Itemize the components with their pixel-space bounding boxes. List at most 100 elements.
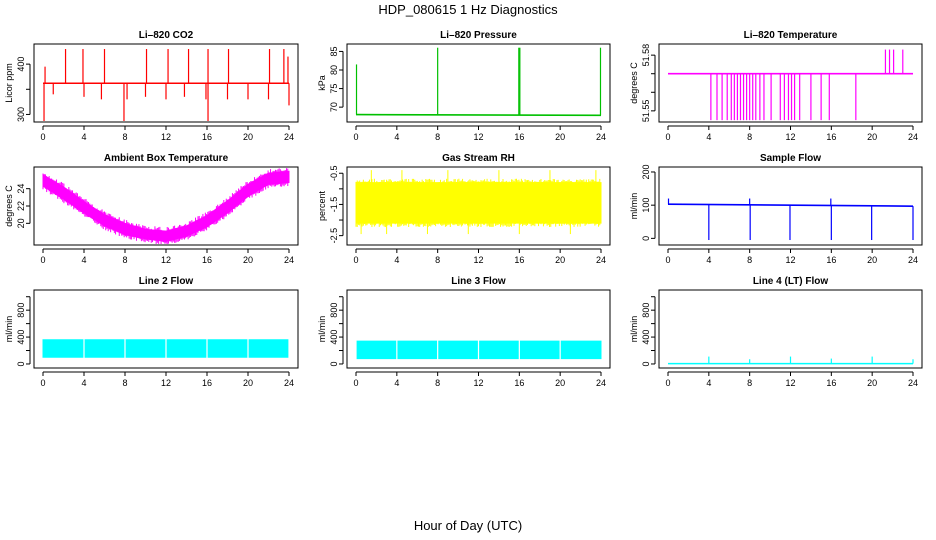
panel-title: Sample Flow xyxy=(760,153,821,164)
x-tick-label: 4 xyxy=(706,378,711,388)
x-tick-label: 0 xyxy=(665,255,670,265)
panel-title: Line 3 Flow xyxy=(451,276,506,287)
x-tick-label: 20 xyxy=(243,132,253,142)
plot-frame xyxy=(346,43,611,123)
panel-box_temp: Ambient Box Temperature 0 4 8 12 16 20 24 20 22 24… xyxy=(4,153,299,265)
x-tick-label: 24 xyxy=(284,132,294,142)
x-tick-label: 20 xyxy=(867,378,877,388)
x-tick-label: 4 xyxy=(706,132,711,142)
x-tick-label: 24 xyxy=(596,132,606,142)
x-tick-label: 12 xyxy=(161,378,171,388)
y-axis-label: degrees C xyxy=(629,62,639,104)
y-tick-label: 20 xyxy=(16,218,26,228)
y-tick-label: 400 xyxy=(641,330,651,345)
x-tick-label: 0 xyxy=(665,378,670,388)
x-axis: 0 4 8 12 16 20 24 xyxy=(665,248,918,265)
panel-pressure: Li–820 Pressure 0 4 8 12 16 20 24 70 75 80 85 kPa xyxy=(317,30,611,142)
plot-frame xyxy=(658,289,923,369)
x-tick-label: 0 xyxy=(40,255,45,265)
x-tick-label: 16 xyxy=(202,132,212,142)
y-tick-label: 300 xyxy=(16,107,26,122)
y-tick-label: 85 xyxy=(329,46,339,56)
x-tick-label: 12 xyxy=(473,132,483,142)
x-tick-label: 4 xyxy=(394,132,399,142)
panel-title: Li–820 Pressure xyxy=(440,30,517,41)
x-axis-title: Hour of Day (UTC) xyxy=(413,518,523,533)
x-axis: 0 4 8 12 16 20 24 xyxy=(353,125,606,142)
x-tick-label: 8 xyxy=(747,255,752,265)
y-axis-label: ml/min xyxy=(629,316,639,343)
x-axis: 0 4 8 12 16 20 24 xyxy=(40,371,294,388)
x-tick-label: 8 xyxy=(122,255,127,265)
x-tick-label: 16 xyxy=(202,378,212,388)
y-axis: 70 75 80 85 kPa xyxy=(317,46,344,112)
y-tick-label: 22 xyxy=(16,201,26,211)
panel-data xyxy=(667,198,914,241)
y-tick-label: -1.5 xyxy=(329,197,339,213)
panel-data xyxy=(43,49,290,121)
data-line xyxy=(355,113,602,117)
plot-frame xyxy=(33,166,299,246)
x-tick-label: 0 xyxy=(353,132,358,142)
y-tick-label: 400 xyxy=(329,330,339,345)
x-axis: 0 4 8 12 16 20 24 xyxy=(665,125,918,142)
x-tick-label: 8 xyxy=(747,378,752,388)
x-axis: 0 4 8 12 16 20 24 xyxy=(40,125,294,142)
x-tick-label: 12 xyxy=(785,378,795,388)
x-tick-label: 20 xyxy=(555,378,565,388)
y-tick-label: 200 xyxy=(641,164,651,179)
panel-data xyxy=(355,340,602,360)
y-tick-label: 800 xyxy=(641,303,651,318)
panel-title: Gas Stream RH xyxy=(442,153,515,164)
y-axis-label: kPa xyxy=(317,75,327,91)
y-tick-label: 80 xyxy=(329,65,339,75)
panel-title: Line 4 (LT) Flow xyxy=(753,276,829,287)
x-tick-label: 12 xyxy=(785,132,795,142)
y-tick-label: 75 xyxy=(329,84,339,94)
y-tick-label: 51.55 xyxy=(641,100,651,123)
y-tick-label: -2.5 xyxy=(329,228,339,244)
x-axis: 0 4 8 12 16 20 24 xyxy=(353,371,606,388)
y-tick-label: 800 xyxy=(16,303,26,318)
panel-data xyxy=(42,338,290,359)
x-axis: 0 4 8 12 16 20 24 xyxy=(40,248,294,265)
panel-sample_flow: Sample Flow 0 4 8 12 16 20 24 0 100 200 ml/min xyxy=(629,153,923,265)
x-tick-label: 0 xyxy=(353,378,358,388)
panel-title: Li–820 Temperature xyxy=(744,30,838,41)
panel-licor_temp: Li–820 Temperature 0 4 8 12 16 20 24 51.55 51.58d… xyxy=(629,30,923,142)
x-tick-label: 24 xyxy=(908,255,918,265)
x-tick-label: 0 xyxy=(40,132,45,142)
y-tick-label: 100 xyxy=(641,198,651,213)
plot-frame xyxy=(33,289,299,369)
panel-data xyxy=(42,168,290,244)
x-tick-label: 20 xyxy=(867,255,877,265)
x-tick-label: 4 xyxy=(706,255,711,265)
y-tick-label: 51.58 xyxy=(641,44,651,67)
x-tick-label: 24 xyxy=(596,378,606,388)
plot-frame xyxy=(658,43,923,123)
plot-frame xyxy=(658,166,923,246)
y-tick-label: 800 xyxy=(329,303,339,318)
y-tick-label: 0 xyxy=(641,361,651,366)
y-axis-label: ml/min xyxy=(629,193,639,220)
x-tick-label: 12 xyxy=(785,255,795,265)
y-axis: 0 100 200 ml/min xyxy=(629,164,656,241)
x-tick-label: 24 xyxy=(908,378,918,388)
y-axis-label: Licor ppm xyxy=(4,63,14,103)
x-tick-label: 24 xyxy=(284,255,294,265)
x-tick-label: 20 xyxy=(867,132,877,142)
x-tick-label: 8 xyxy=(122,132,127,142)
panel-data xyxy=(668,356,914,365)
panel-rh: Gas Stream RH 0 4 8 12 16 20 24 -2.5 -1.5 -0.5perc… xyxy=(317,153,611,265)
y-tick-label: 400 xyxy=(16,57,26,72)
x-tick-label: 0 xyxy=(353,255,358,265)
